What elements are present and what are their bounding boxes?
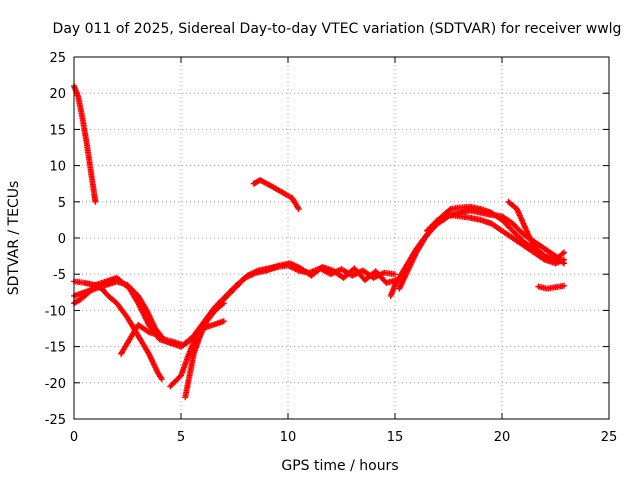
y-tick-labels: -25 -20 -15 -10 -5 0 5 10 15 20 25 (45, 51, 66, 428)
x-tick-label: 5 (177, 430, 185, 445)
grid (74, 57, 609, 419)
x-tick-label: 10 (280, 430, 297, 445)
y-tick-label: 25 (49, 51, 66, 66)
data-point (295, 206, 302, 213)
y-tick-label: 10 (49, 160, 66, 175)
y-tick-label: 0 (58, 232, 66, 247)
data-point (392, 271, 398, 278)
x-tick-labels: 0 5 10 15 20 25 (70, 430, 617, 445)
data-point (561, 249, 568, 256)
x-tick-label: 25 (601, 430, 618, 445)
data-point (540, 252, 547, 259)
data-point (158, 376, 165, 383)
data-point (220, 318, 227, 325)
data-point (92, 198, 99, 205)
y-axis-label: SDTVAR / TECUs (6, 181, 22, 296)
x-tick-label: 15 (387, 430, 404, 445)
x-axis-label: GPS time / hours (281, 458, 398, 474)
data-point (156, 332, 163, 339)
data-point (561, 282, 568, 289)
data-point (541, 253, 548, 260)
y-tick-label: -15 (45, 341, 66, 356)
y-tick-label: 15 (49, 123, 66, 138)
data-point (219, 301, 226, 308)
y-tick-label: -10 (45, 304, 66, 319)
plot-frame (73, 56, 610, 420)
y-tick-label: 20 (49, 87, 66, 102)
y-tick-label: -5 (53, 268, 66, 283)
chart-title: Day 011 of 2025, Sidereal Day-to-day VTE… (53, 21, 622, 37)
data-points (71, 82, 568, 401)
y-tick-label: 5 (58, 196, 66, 211)
data-point (561, 256, 568, 263)
y-tick-label: -20 (45, 377, 66, 392)
x-tick-label: 0 (70, 430, 78, 445)
y-tick-label: -25 (45, 413, 66, 428)
x-tick-label: 20 (494, 430, 511, 445)
data-point (220, 300, 227, 307)
data-point (559, 250, 566, 257)
